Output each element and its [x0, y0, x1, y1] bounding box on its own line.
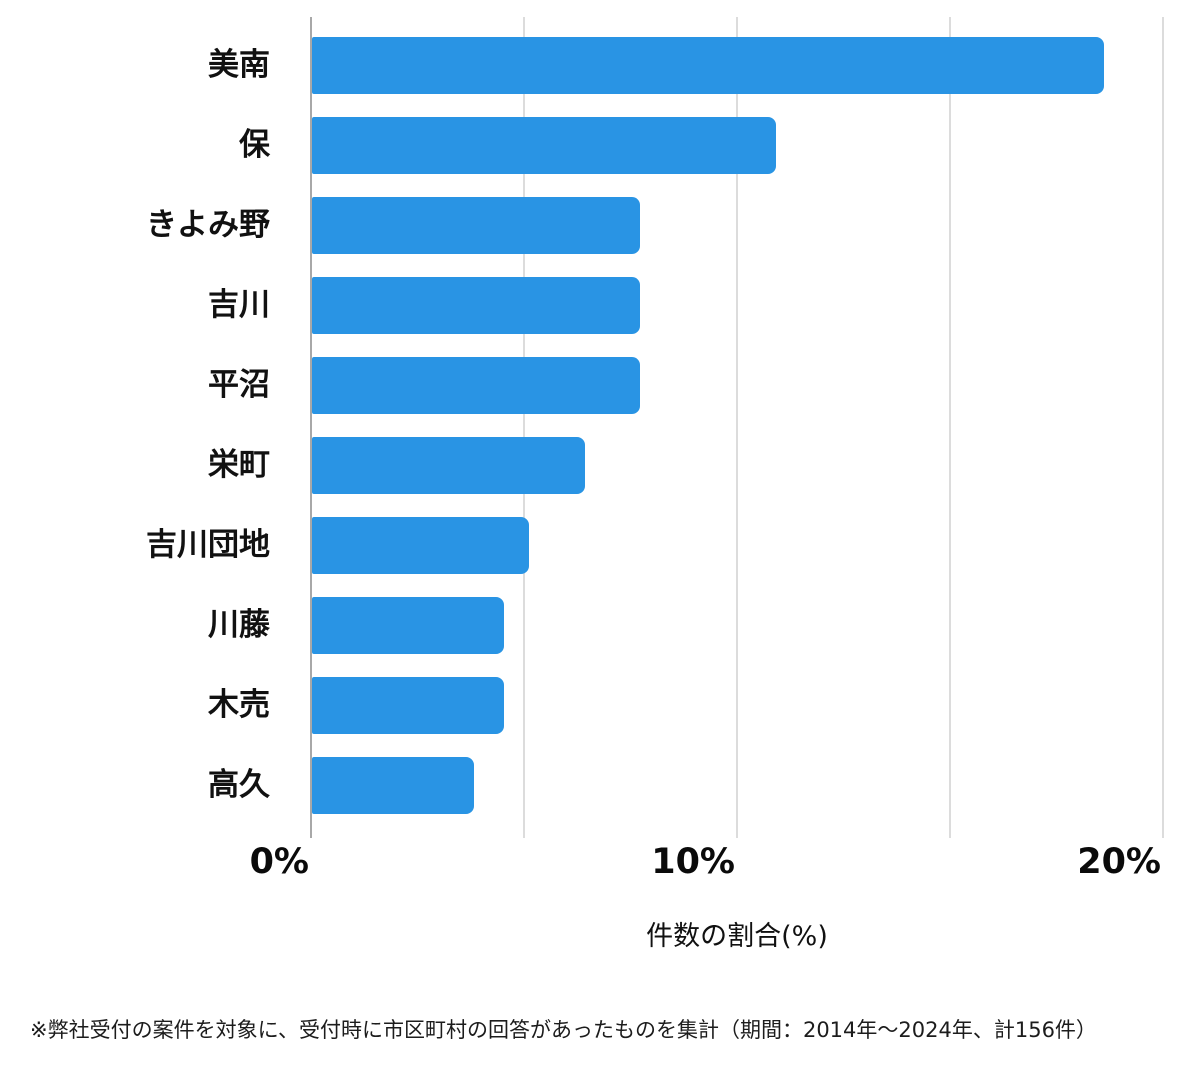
- gridline: [523, 17, 525, 838]
- category-label: 保: [239, 127, 270, 163]
- bar: [312, 357, 640, 414]
- x-tick-label: 0%: [249, 842, 309, 882]
- category-label: 木売: [208, 687, 270, 723]
- x-axis-title: 件数の割合(%): [646, 921, 828, 952]
- category-label: 川藤: [208, 607, 270, 643]
- category-label: きよみ野: [146, 207, 270, 243]
- footnote: ※弊社受付の案件を対象に、受付時に市区町村の回答があったものを集計（期間：201…: [30, 1018, 1097, 1042]
- bar: [312, 197, 640, 254]
- bar: [312, 517, 529, 574]
- bar: [312, 117, 776, 174]
- category-label: 平沼: [208, 367, 270, 403]
- x-tick-label: 20%: [1077, 842, 1161, 882]
- bar: [312, 437, 585, 494]
- bar: [312, 277, 640, 334]
- bar: [312, 677, 504, 734]
- gridline: [1162, 17, 1164, 838]
- y-axis-line: [310, 17, 312, 838]
- category-label: 吉川団地: [146, 527, 270, 563]
- bar: [312, 37, 1104, 94]
- category-label: 美南: [208, 47, 270, 83]
- category-label: 高久: [208, 767, 270, 803]
- gridline: [736, 17, 738, 838]
- category-label: 吉川: [208, 287, 270, 323]
- category-label: 栄町: [208, 447, 270, 483]
- bar: [312, 757, 474, 814]
- bar: [312, 597, 504, 654]
- x-tick-label: 10%: [651, 842, 735, 882]
- gridline: [949, 17, 951, 838]
